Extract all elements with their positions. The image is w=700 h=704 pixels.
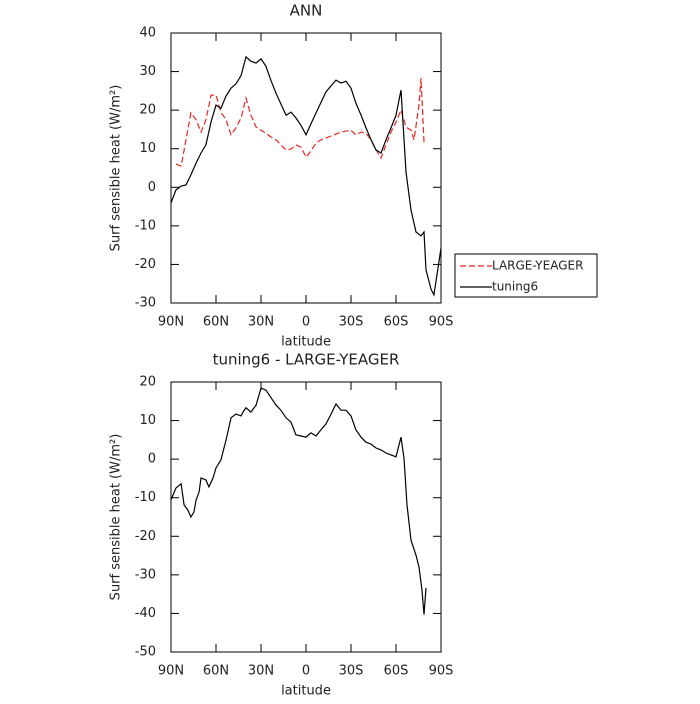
- y-tick-label: -20: [135, 257, 156, 272]
- x-axis-label: latitude: [281, 335, 331, 350]
- y-tick-label: 20: [139, 103, 156, 118]
- y-tick-label: -40: [135, 606, 156, 621]
- x-tick-label: 90S: [429, 664, 454, 679]
- x-tick-label: 60N: [203, 315, 229, 330]
- x-tick-label: 90S: [429, 315, 454, 330]
- legend-label: LARGE-YEAGER: [492, 259, 583, 273]
- x-tick-label: 90N: [158, 664, 184, 679]
- chart-title: ANN: [290, 2, 323, 20]
- legend-label: tuning6: [492, 280, 538, 294]
- y-tick-label: -50: [135, 645, 156, 660]
- data-line: [175, 78, 425, 167]
- y-tick-label: 40: [139, 26, 156, 41]
- y-tick-label: 10: [139, 141, 156, 156]
- x-tick-label: 60S: [384, 664, 409, 679]
- x-tick-label: 0: [302, 664, 310, 679]
- y-tick-label: 30: [139, 64, 156, 79]
- y-tick-label: 0: [148, 452, 156, 467]
- data-line: [170, 387, 427, 615]
- x-tick-label: 0: [302, 315, 310, 330]
- x-tick-label: 90N: [158, 315, 184, 330]
- x-tick-label: 30S: [339, 315, 364, 330]
- chart-title: tuning6 - LARGE-YEAGER: [213, 351, 400, 369]
- data-line: [170, 55, 442, 297]
- y-tick-label: -10: [135, 218, 156, 233]
- plot-frame: [170, 32, 442, 304]
- legend-box: [454, 253, 598, 298]
- y-tick-label: 20: [139, 375, 156, 390]
- y-tick-label: -30: [135, 567, 156, 582]
- x-tick-label: 60N: [203, 664, 229, 679]
- y-tick-label: -10: [135, 490, 156, 505]
- x-tick-label: 30N: [248, 664, 274, 679]
- y-axis-label: Surf sensible heat (W/m²): [109, 85, 124, 252]
- y-tick-label: -30: [135, 296, 156, 311]
- x-tick-label: 60S: [384, 315, 409, 330]
- y-tick-label: 0: [148, 180, 156, 195]
- x-axis-label: latitude: [281, 684, 331, 699]
- x-tick-label: 30S: [339, 664, 364, 679]
- y-tick-label: 10: [139, 413, 156, 428]
- y-axis-label: Surf sensible heat (W/m²): [109, 434, 124, 601]
- x-tick-label: 30N: [248, 315, 274, 330]
- plot-frame: [170, 381, 442, 653]
- y-tick-label: -20: [135, 529, 156, 544]
